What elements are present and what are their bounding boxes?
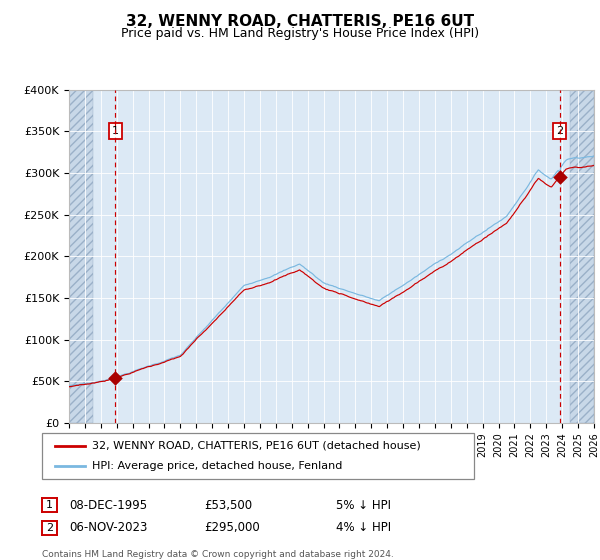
Text: 06-NOV-2023: 06-NOV-2023 — [69, 521, 148, 534]
Text: 32, WENNY ROAD, CHATTERIS, PE16 6UT: 32, WENNY ROAD, CHATTERIS, PE16 6UT — [126, 14, 474, 29]
Bar — [69, 90, 93, 423]
Text: 08-DEC-1995: 08-DEC-1995 — [69, 498, 147, 512]
Text: 5% ↓ HPI: 5% ↓ HPI — [336, 498, 391, 512]
Bar — [570, 90, 594, 423]
Text: £53,500: £53,500 — [204, 498, 252, 512]
Text: 4% ↓ HPI: 4% ↓ HPI — [336, 521, 391, 534]
Text: 2: 2 — [46, 522, 53, 533]
Point — [110, 374, 120, 382]
Text: 32, WENNY ROAD, CHATTERIS, PE16 6UT (detached house): 32, WENNY ROAD, CHATTERIS, PE16 6UT (det… — [92, 441, 421, 451]
Text: Price paid vs. HM Land Registry's House Price Index (HPI): Price paid vs. HM Land Registry's House … — [121, 27, 479, 40]
Text: 1: 1 — [46, 500, 53, 510]
Text: HPI: Average price, detached house, Fenland: HPI: Average price, detached house, Fenl… — [92, 461, 342, 471]
Text: 1: 1 — [112, 126, 119, 136]
Text: Contains HM Land Registry data © Crown copyright and database right 2024.
This d: Contains HM Land Registry data © Crown c… — [42, 550, 394, 560]
Text: 2: 2 — [556, 126, 563, 136]
Point — [555, 172, 565, 181]
Text: £295,000: £295,000 — [204, 521, 260, 534]
